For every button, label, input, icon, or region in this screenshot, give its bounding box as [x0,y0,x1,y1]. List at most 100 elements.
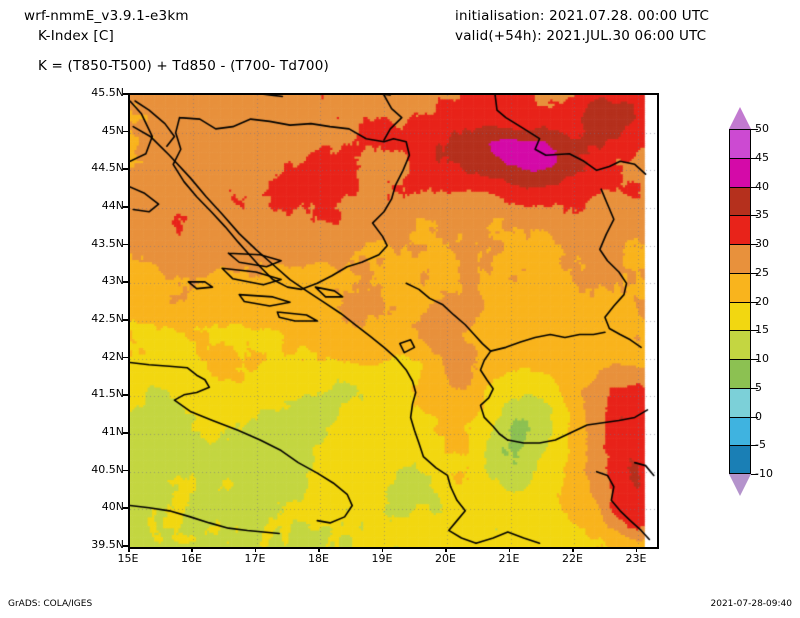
lon-tick-mark [445,547,447,552]
colorbar-tick-label: 0 [755,409,762,423]
lon-tick-label: 22E [561,552,583,565]
lat-tick-mark [123,507,128,509]
lat-tick-mark [123,394,128,396]
lat-tick-mark [123,93,128,95]
model-name-label: wrf-nmmE_v3.9.1-e3km [24,8,189,24]
colorbar-tick-mark [751,186,758,188]
colorbar-tick-mark [751,330,758,332]
colorbar-band-separator [729,416,751,418]
lat-tick-mark [123,243,128,246]
lat-tick-label: 44N [101,199,124,212]
lat-tick-mark [123,206,128,208]
map-plot-frame [128,93,659,549]
colorbar-tick-mark [751,474,758,475]
lon-tick-mark [508,547,511,552]
lat-tick-mark [123,545,128,547]
colorbar-band-separator [729,359,751,360]
colorbar-under-arrow [729,474,751,496]
lat-tick-mark [123,130,128,133]
colorbar-band [729,186,751,216]
colorbar-band [729,301,751,331]
footer-credit-label: GrADS: COLA/IGES [8,599,93,609]
colorbar-tick-label: 50 [755,122,769,135]
colorbar-band [729,244,751,273]
colorbar-band-separator [729,387,751,389]
lat-tick-label: 42.5N [91,312,124,325]
lon-tick-mark [318,547,320,552]
colorbar-tick-label: 25 [755,265,769,279]
colorbar-tick-mark [751,244,758,245]
colorbar-band [729,416,751,446]
colorbar-tick-mark [751,215,758,217]
colorbar-band-separator [729,244,751,245]
colorbar-tick-mark [751,301,758,303]
lat-tick-label: 42N [101,349,124,363]
colorbar-band [729,330,751,359]
lat-tick-mark [123,168,128,170]
colorbar-band-separator [729,186,751,188]
colorbar-band-separator [729,272,751,274]
colorbar-tick-label: 30 [755,237,769,250]
lon-tick-mark [635,547,638,552]
colorbar-tick-mark [751,157,758,159]
colorbar-tick-label: 10 [755,352,769,365]
colorbar-tick-label: 45 [755,150,769,164]
valid-time-label: valid(+54h): 2021.JUL.30 06:00 UTC [455,28,707,44]
colorbar-band [729,215,751,244]
colorbar-over-arrow [729,107,751,129]
colorbar-tick-label: 35 [755,208,769,222]
lat-tick-label: 45N [101,123,124,137]
colorbar-tick-mark [751,445,758,447]
lat-tick-label: 41N [101,425,124,438]
lon-tick-label: 20E [434,552,456,565]
lat-tick-label: 45.5N [91,86,124,99]
colorbar-tick-mark [751,359,758,360]
lat-tick-label: 44.5N [91,161,124,175]
lat-tick-mark [123,432,128,434]
lon-tick-label: 19E [371,552,393,565]
colorbar [729,129,751,474]
colorbar-band-separator [729,157,751,159]
lon-tick-label: 15E [117,552,139,565]
colorbar-tick-label: 40 [755,179,769,193]
lon-tick-mark [381,547,384,552]
lat-tick-mark [123,356,128,359]
colorbar-tick-label: 15 [755,323,769,337]
variable-name-label: K-Index [C] [38,28,114,44]
colorbar-band-separator [729,445,751,447]
colorbar-band-separator [729,330,751,332]
colorbar-tick-label: 20 [755,294,769,308]
colorbar-band-separator [729,215,751,217]
colorbar-tick-mark [751,272,758,274]
lat-tick-label: 43N [101,274,124,288]
colorbar-band [729,359,751,388]
colorbar-band [729,387,751,417]
lat-tick-label: 41.5N [91,387,124,401]
lat-tick-mark [123,469,128,472]
lon-tick-mark [128,547,130,552]
colorbar-band [729,272,751,302]
lat-tick-label: 40N [101,500,124,514]
colorbar-tick-label: -10 [755,467,773,480]
colorbar-tick-mark [751,129,758,130]
colorbar-band [729,445,751,474]
lon-tick-label: 16E [181,552,202,565]
lon-tick-mark [572,547,574,552]
k-index-heatmap-canvas [130,95,657,547]
colorbar-band-separator [729,301,751,303]
colorbar-tick-mark [751,387,758,389]
colorbar-tick-label: -5 [755,438,766,452]
initialisation-label: initialisation: 2021.07.28. 00:00 UTC [455,8,710,24]
lat-tick-label: 39.5N [91,538,124,551]
lon-tick-label: 18E [307,552,329,565]
lon-tick-label: 17E [244,552,266,565]
colorbar-tick-label: 5 [755,380,762,394]
lon-tick-mark [191,547,193,552]
colorbar-band [729,129,751,158]
lat-tick-mark [123,319,128,321]
lat-tick-mark [123,281,128,283]
lat-tick-label: 43.5N [91,236,124,250]
footer-timestamp-label: 2021-07-28-09:40 [710,599,793,609]
colorbar-tick-mark [751,416,758,418]
lon-tick-label: 21E [498,552,520,565]
